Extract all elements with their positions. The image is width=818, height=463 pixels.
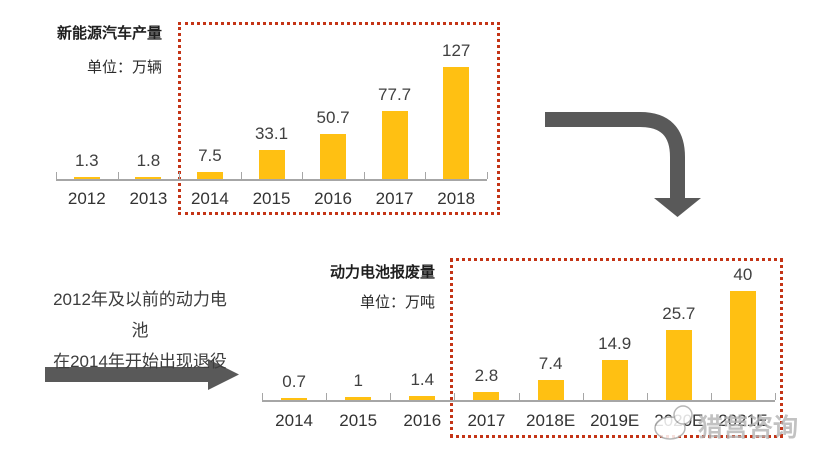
value-label-2019E: 14.9 xyxy=(598,333,632,353)
category-label-2019E: 2019E xyxy=(590,411,640,430)
watermark: 猎营咨询 xyxy=(654,405,798,442)
annotation-line-1: 2012年及以前的动力电池 xyxy=(53,290,227,340)
axis-tick xyxy=(56,172,57,179)
category-label-2015: 2015 xyxy=(339,411,378,430)
category-label-2014: 2014 xyxy=(275,411,313,430)
bar-2015 xyxy=(345,397,372,400)
value-label-2014: 0.7 xyxy=(282,372,306,391)
axis-tick xyxy=(582,393,584,400)
bar-2015 xyxy=(258,149,285,179)
bar-2012 xyxy=(73,177,100,179)
bottom-highlight-box xyxy=(450,258,783,438)
top-chart-unit-label: 单位：万辆 xyxy=(86,59,162,76)
axis-tick xyxy=(487,172,488,179)
value-label-2017: 77.7 xyxy=(378,84,412,104)
value-label-2012: 1.3 xyxy=(74,151,99,170)
x-axis xyxy=(56,179,487,181)
bottom-chart-title: 动力电池报废量 xyxy=(329,264,435,281)
bar-2018 xyxy=(443,67,470,179)
axis-tick xyxy=(262,393,263,400)
category-label-2017: 2017 xyxy=(467,411,506,430)
axis-tick xyxy=(363,172,365,179)
bottom-chart-unit-label: 单位：万吨 xyxy=(359,294,435,311)
top-chart-title: 新能源汽车产量 xyxy=(56,25,162,42)
bar-2016 xyxy=(320,134,347,179)
axis-tick xyxy=(390,393,392,400)
category-label-2014: 2014 xyxy=(190,189,229,208)
value-label-2014: 7.5 xyxy=(198,146,222,166)
annotation-line-2: 在2014年开始出现退役 xyxy=(53,352,227,371)
value-label-2021E: 40 xyxy=(733,265,753,285)
axis-tick xyxy=(710,393,712,400)
value-label-2018: 127 xyxy=(442,41,471,61)
bar-2017 xyxy=(381,110,408,179)
category-label-2013: 2013 xyxy=(129,189,168,208)
axis-tick xyxy=(646,393,648,400)
category-label-2017: 2017 xyxy=(375,189,414,208)
value-label-2016: 1.4 xyxy=(410,370,435,390)
value-label-2013: 1.8 xyxy=(136,151,161,170)
category-label-2016: 2016 xyxy=(314,189,352,208)
axis-tick xyxy=(302,172,304,179)
axis-tick xyxy=(454,393,456,400)
axis-tick xyxy=(425,172,427,179)
category-label-2012: 2012 xyxy=(67,189,106,208)
axis-tick xyxy=(117,172,119,179)
value-label-2018E: 7.4 xyxy=(538,353,563,373)
value-label-2016: 50.7 xyxy=(316,108,350,128)
value-label-2015: 1 xyxy=(353,371,363,391)
axis-tick xyxy=(240,172,242,179)
axis-tick xyxy=(326,393,328,400)
value-label-2020E: 25.7 xyxy=(662,304,696,324)
top-highlight-box xyxy=(178,22,500,215)
bar-2020E xyxy=(665,330,692,400)
axis-tick xyxy=(775,393,776,400)
bar-2014 xyxy=(281,398,308,400)
watermark-logo-icon xyxy=(654,405,693,440)
bar-2017 xyxy=(473,392,500,400)
bar-2014 xyxy=(196,172,223,179)
category-label-2015: 2015 xyxy=(252,189,291,208)
axis-tick xyxy=(179,172,181,179)
value-label-2017: 2.8 xyxy=(474,366,499,386)
category-label-2016: 2016 xyxy=(403,411,442,430)
axis-tick xyxy=(518,393,520,400)
annotation-text: 2012年及以前的动力电池 在2014年开始出现退役 xyxy=(45,284,235,377)
bar-2019E xyxy=(601,359,628,400)
category-label-2018: 2018 xyxy=(437,189,476,208)
watermark-text: 猎营咨询 xyxy=(698,413,798,442)
category-label-2018E: 2018E xyxy=(526,411,576,430)
bar-2013 xyxy=(135,177,162,179)
x-axis xyxy=(262,400,775,402)
bar-2021E xyxy=(729,291,756,400)
category-label-2021E: 2021E xyxy=(718,411,768,430)
bar-2016 xyxy=(409,396,436,400)
value-label-2015: 33.1 xyxy=(254,123,289,143)
bar-2018E xyxy=(537,379,564,400)
